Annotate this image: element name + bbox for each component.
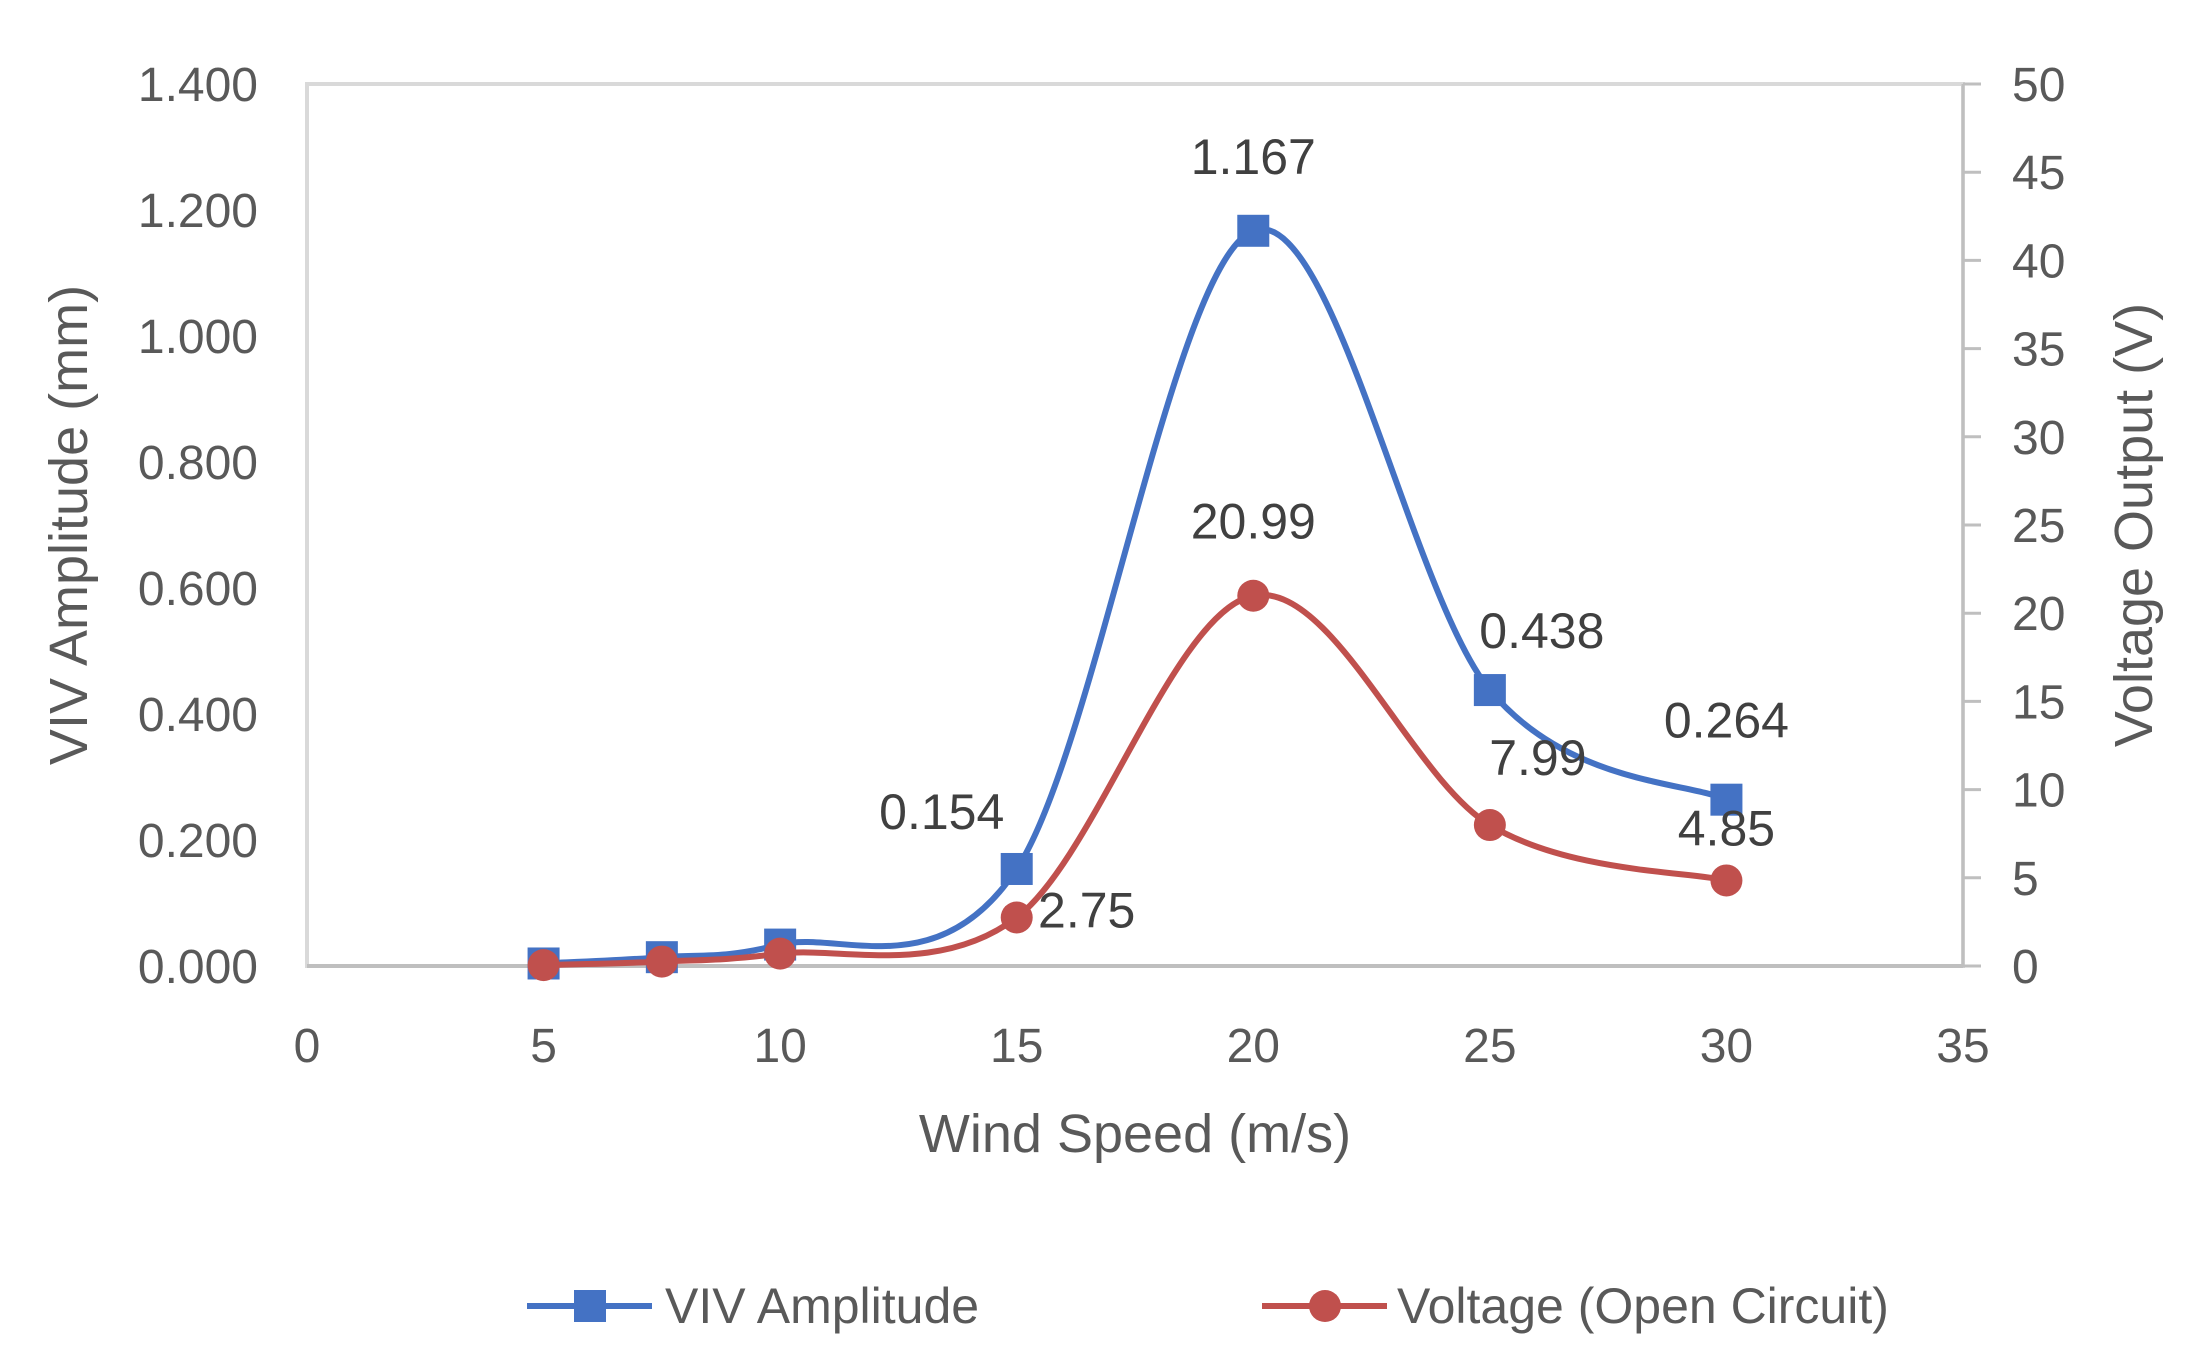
y2-tick-label: 50 [2012,59,2065,112]
data-point-circle [764,937,797,970]
y2-tick-label: 30 [2012,412,2065,465]
data-point-circle [645,945,678,978]
y-axis-title: VIV Amplitude (mm) [39,285,99,765]
y2-tick-label: 20 [2012,588,2065,641]
legend-label: VIV Amplitude [665,1278,979,1334]
data-label: 1.167 [1191,129,1316,185]
legend-item: Voltage (Open Circuit) [1262,1278,1889,1334]
y-tick-label: 1.200 [138,185,258,238]
data-point-square [1237,214,1270,247]
data-label: 0.438 [1479,603,1604,659]
y-tick-label: 0.600 [138,563,258,616]
data-label: 4.85 [1678,800,1775,856]
x-tick-label: 15 [990,1020,1043,1073]
data-point-square [1000,852,1033,885]
data-point-circle [527,949,560,982]
y2-tick-label: 45 [2012,147,2065,200]
x-tick-label: 20 [1227,1020,1280,1073]
data-label: 20.99 [1191,494,1316,550]
y2-tick-label: 10 [2012,765,2065,818]
x-tick-label: 10 [753,1020,806,1073]
data-label: 0.264 [1664,693,1789,749]
y-tick-label: 1.400 [138,59,258,112]
y-tick-label: 0.200 [138,815,258,868]
y-tick-label: 0.400 [138,689,258,742]
x-tick-label: 25 [1463,1020,1516,1073]
x-tick-label: 30 [1700,1020,1753,1073]
data-point-circle [1473,809,1506,842]
data-point-circle [1237,579,1270,612]
x-axis-title: Wind Speed (m/s) [919,1104,1351,1164]
y-tick-label: 0.800 [138,437,258,490]
data-point-square [1473,674,1506,707]
legend-marker-circle [1309,1290,1341,1322]
legend-marker-square [574,1290,606,1322]
data-label: 2.75 [1038,882,1135,938]
data-label: 7.99 [1489,730,1586,786]
legend-item: VIV Amplitude [527,1278,979,1334]
series-voltage-open-circuit [527,579,1743,982]
data-label: 0.154 [879,784,1004,840]
series-viv-amplitude [527,214,1743,980]
y2-tick-label: 25 [2012,500,2065,553]
data-point-circle [1710,864,1743,897]
y2-tick-label: 15 [2012,676,2065,729]
y-tick-label: 0.000 [138,941,258,994]
y2-axis-title: Voltage Output (V) [2104,303,2164,747]
y2-tick-label: 35 [2012,324,2065,377]
legend-label: Voltage (Open Circuit) [1397,1278,1889,1334]
x-tick-label: 5 [530,1020,557,1073]
y2-tick-label: 40 [2012,235,2065,288]
y2-tick-label: 0 [2012,941,2039,994]
x-tick-label: 35 [1936,1020,1989,1073]
data-point-circle [1000,901,1033,934]
data-point-square [1710,783,1743,816]
x-tick-label: 0 [294,1020,321,1073]
y-tick-label: 1.000 [138,311,258,364]
y2-tick-label: 5 [2012,853,2039,906]
